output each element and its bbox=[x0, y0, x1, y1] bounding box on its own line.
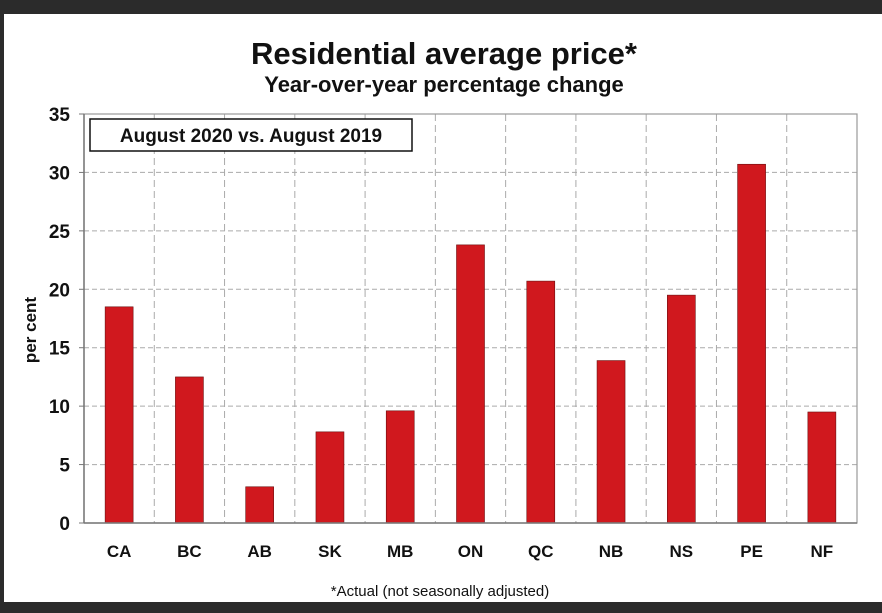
y-tick-label: 0 bbox=[59, 514, 70, 535]
annotation-text: August 2020 vs. August 2019 bbox=[120, 126, 382, 147]
bar-pe bbox=[737, 163, 766, 524]
x-tick-labels: CA BC AB SK MB ON QC NB NS PE NF bbox=[107, 542, 833, 561]
bars bbox=[104, 163, 837, 524]
bar-qc bbox=[526, 280, 556, 524]
x-tick-label: QC bbox=[528, 542, 554, 561]
x-tick-label: NF bbox=[811, 542, 834, 561]
y-tick-label: 30 bbox=[49, 163, 70, 184]
chart-title: Residential average price* bbox=[251, 36, 638, 71]
bar-chart: Residential average price* Year-over-yea… bbox=[21, 36, 858, 600]
annotation-box bbox=[89, 118, 413, 152]
gridlines bbox=[84, 113, 857, 523]
bar-nf bbox=[807, 411, 837, 524]
chart-subtitle: Year-over-year percentage change bbox=[264, 72, 624, 97]
footnote: *Actual (not seasonally adjusted) bbox=[331, 583, 549, 600]
y-axis-label: per cent bbox=[21, 297, 40, 363]
bar-ca bbox=[104, 306, 134, 524]
bar-bc bbox=[175, 376, 204, 524]
x-tick-label: ON bbox=[458, 542, 484, 561]
y-tick-labels: 0 5 10 15 20 25 30 35 bbox=[49, 105, 71, 535]
y-tick-label: 20 bbox=[49, 280, 70, 301]
x-tick-label: MB bbox=[387, 542, 413, 561]
x-tick-label: AB bbox=[247, 542, 272, 561]
x-tick-label: PE bbox=[740, 542, 763, 561]
bar-mb bbox=[385, 410, 415, 524]
y-tick-label: 35 bbox=[49, 105, 71, 126]
x-tick-label: BC bbox=[177, 542, 202, 561]
axes bbox=[79, 113, 858, 524]
bar-ab bbox=[245, 486, 274, 524]
x-tick-label: NB bbox=[599, 542, 624, 561]
bar-sk bbox=[315, 431, 345, 524]
y-tick-label: 15 bbox=[49, 339, 71, 360]
x-tick-label: NS bbox=[670, 542, 694, 561]
x-tick-label: SK bbox=[318, 542, 342, 561]
bar-nb bbox=[596, 360, 626, 524]
chart-card: Residential average price* Year-over-yea… bbox=[4, 14, 882, 602]
bar-on bbox=[456, 244, 485, 524]
y-tick-label: 25 bbox=[49, 222, 71, 243]
y-tick-label: 5 bbox=[59, 456, 70, 477]
y-tick-label: 10 bbox=[49, 397, 70, 418]
bar-ns bbox=[667, 294, 696, 524]
x-tick-label: CA bbox=[107, 542, 132, 561]
